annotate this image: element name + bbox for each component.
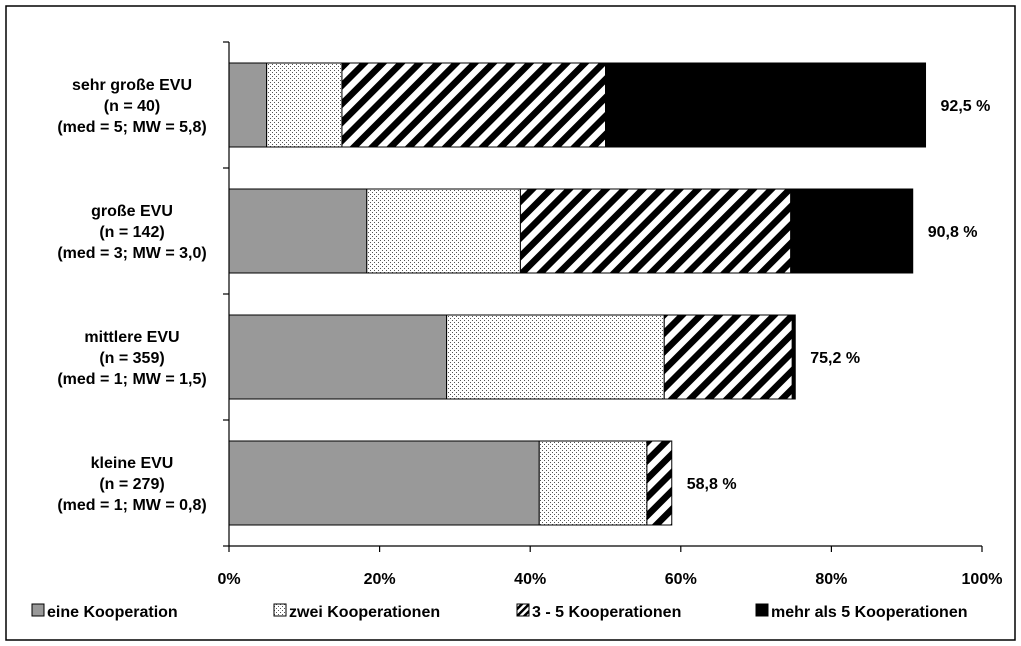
bar-segment-3-3 xyxy=(663,314,793,400)
total-label-2: 90,8 % xyxy=(928,224,978,241)
category-label-4-line-2: (n = 279) xyxy=(99,476,164,493)
legend-label-2: zwei Kooperationen xyxy=(289,604,440,621)
bars-group xyxy=(228,62,927,526)
total-label-4: 58,8 % xyxy=(687,476,737,493)
x-tick-label-1: 0% xyxy=(217,571,240,588)
labels-group: 92,5 % sehr große EVU (n = 40) (med = 5; MW… xyxy=(57,77,990,514)
bar-segment-2-3 xyxy=(519,188,792,274)
category-label-2-line-3: (med = 3; MW = 3,0) xyxy=(57,245,206,262)
bar-segment-2-1 xyxy=(228,188,368,274)
legend-label-3: 3 - 5 Kooperationen xyxy=(532,604,681,621)
legend: eine Kooperation zwei Kooperationen 3 - 5 … xyxy=(31,603,968,621)
category-label-4-line-3: (med = 1; MW = 0,8) xyxy=(57,497,206,514)
bar-segment-3-4 xyxy=(791,314,796,400)
x-tick-label-6: 100% xyxy=(962,571,1003,588)
x-tick-label-5: 80% xyxy=(815,571,847,588)
category-label-3-line-3: (med = 1; MW = 1,5) xyxy=(57,371,206,388)
bar-segment-4-3 xyxy=(646,440,673,526)
total-label-1: 92,5 % xyxy=(941,98,991,115)
axes-group: 0% 20% 40% 60% 80% 100% xyxy=(217,41,1003,588)
bar-segment-3-1 xyxy=(228,314,448,400)
bar-segment-3-2 xyxy=(446,314,665,400)
category-label-2-line-1: große EVU xyxy=(91,203,173,220)
legend-swatch-1 xyxy=(31,603,45,617)
category-label-3-line-1: mittlere EVU xyxy=(84,329,179,346)
legend-swatch-3 xyxy=(516,603,530,617)
bar-segment-1-2 xyxy=(266,62,343,148)
x-tick-label-3: 40% xyxy=(514,571,546,588)
bar-segment-1-1 xyxy=(228,62,268,148)
category-label-1-line-3: (med = 5; MW = 5,8) xyxy=(57,119,206,136)
bar-segment-2-2 xyxy=(366,188,521,274)
total-label-3: 75,2 % xyxy=(810,350,860,367)
category-label-1-line-1: sehr große EVU xyxy=(72,77,192,94)
bar-segment-4-1 xyxy=(228,440,540,526)
category-label-3-line-2: (n = 359) xyxy=(99,350,164,367)
category-label-4-line-1: kleine EVU xyxy=(91,455,174,472)
legend-swatch-4 xyxy=(755,603,769,617)
bar-segment-1-4 xyxy=(605,62,927,148)
x-tick-label-2: 20% xyxy=(364,571,396,588)
category-label-2-line-2: (n = 142) xyxy=(99,224,164,241)
bar-segment-2-4 xyxy=(790,188,914,274)
category-label-1-line-2: (n = 40) xyxy=(104,98,160,115)
legend-label-4: mehr als 5 Kooperationen xyxy=(771,604,968,621)
x-tick-label-4: 60% xyxy=(665,571,697,588)
bar-segment-1-3 xyxy=(341,62,606,148)
legend-label-1: eine Kooperation xyxy=(47,604,178,621)
legend-swatch-2 xyxy=(273,603,287,617)
bar-segment-4-2 xyxy=(538,440,648,526)
